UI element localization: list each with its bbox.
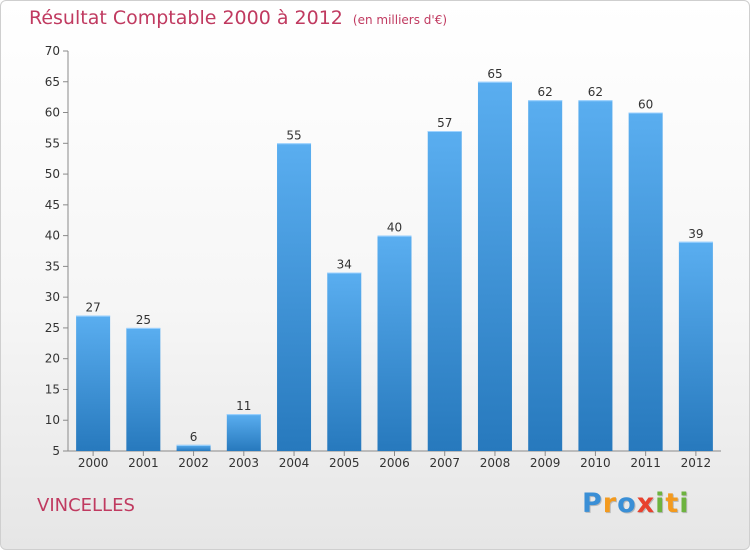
data-label: 60: [638, 98, 653, 112]
bar-2011: [628, 112, 663, 452]
bars: 27 25 6 11 55 34 40 57 65 62 62 60 39: [76, 67, 713, 452]
y-tick-label: 60: [45, 106, 60, 120]
x-tick-label: 2002: [178, 456, 209, 470]
y-tick-label: 70: [45, 44, 60, 58]
y-tick-label: 50: [45, 167, 60, 181]
x-tick-label: 2003: [229, 456, 260, 470]
chart-title: Résultat Comptable 2000 à 2012 (en millie…: [29, 7, 447, 29]
data-label: 25: [136, 313, 151, 327]
x-tick-label: 2001: [128, 456, 159, 470]
y-tick-label: 25: [45, 321, 60, 335]
bar-2010: [578, 100, 613, 451]
bar-2008: [477, 81, 512, 452]
data-label: 6: [190, 430, 198, 444]
logo-letter: t: [665, 488, 680, 519]
y-tick-label: 20: [45, 352, 60, 366]
bar-2000: [76, 315, 111, 451]
y-tick-label: 10: [45, 413, 60, 427]
x-tick-label: 2009: [530, 456, 561, 470]
data-label: 34: [337, 258, 352, 272]
y-tick-label: 45: [45, 198, 60, 212]
data-label: 27: [85, 301, 100, 315]
bar-2004: [277, 143, 312, 452]
bar-2012: [678, 241, 713, 451]
logo-letter: i: [655, 488, 666, 519]
x-tick-label: 2010: [580, 456, 611, 470]
y-tick-label: 30: [45, 290, 60, 304]
bar-2005: [327, 272, 362, 451]
x-tick-label: 2008: [480, 456, 511, 470]
title-text: Résultat Comptable 2000 à 2012: [29, 7, 343, 29]
y-tick-label: 40: [45, 229, 60, 243]
data-label: 62: [538, 85, 553, 99]
data-label: 39: [688, 227, 703, 241]
y-tick-label: 65: [45, 75, 60, 89]
commune-name: VINCELLES: [37, 495, 135, 516]
data-label: 55: [286, 128, 301, 142]
data-label: 65: [487, 67, 502, 81]
y-tick-label: 5: [52, 444, 60, 458]
bar-2007: [427, 131, 462, 451]
x-tick-label: 2012: [681, 456, 712, 470]
logo-letter: o: [617, 488, 637, 519]
data-label: 57: [437, 116, 452, 130]
x-tick-label: 2005: [329, 456, 360, 470]
chart-subtitle: (en milliers d'€): [352, 13, 448, 27]
logo-letter: r: [602, 488, 618, 519]
logo-letter: i: [679, 488, 690, 519]
bar-2002: [176, 444, 211, 451]
bar-2006: [377, 235, 412, 451]
bar-2003: [226, 414, 261, 451]
data-label: 40: [387, 221, 402, 235]
x-tick-label: 2006: [379, 456, 410, 470]
x-tick-label: 2011: [630, 456, 661, 470]
proxiti-logo[interactable]: Proxiti: [582, 488, 690, 519]
logo-letter: x: [636, 488, 656, 519]
x-tick-label: 2000: [78, 456, 109, 470]
x-tick-label: 2007: [429, 456, 460, 470]
y-tick-label: 55: [45, 136, 60, 150]
y-tick-label: 35: [45, 259, 60, 273]
data-label: 11: [236, 399, 251, 413]
logo-letter: P: [582, 488, 603, 519]
y-tick-label: 15: [45, 382, 60, 396]
bar-2009: [528, 100, 563, 451]
x-tick-label: 2004: [279, 456, 310, 470]
data-label: 62: [588, 85, 603, 99]
bar-2001: [126, 327, 161, 451]
